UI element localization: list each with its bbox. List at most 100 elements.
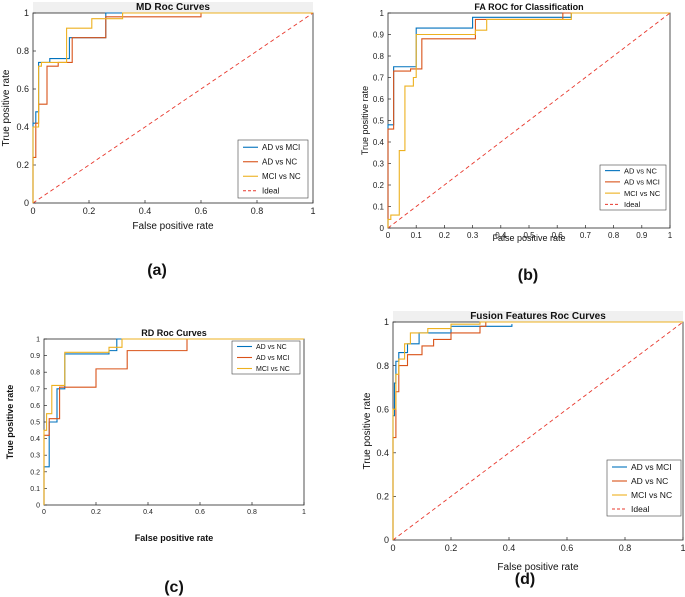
x-tick-label: 1 (680, 543, 685, 553)
title-band (393, 311, 683, 322)
y-tick-label: 1 (24, 8, 29, 18)
y-tick-label: 0.3 (30, 453, 40, 460)
x-tick-label: 0.2 (83, 206, 96, 216)
y-tick-label: 0.1 (30, 486, 40, 493)
y-tick-label: 0.3 (373, 159, 385, 168)
x-tick-label: 1 (310, 206, 315, 216)
x-tick-label: 0 (42, 509, 46, 516)
x-axis-label: False positive rate (132, 221, 214, 232)
y-tick-label: 0.8 (16, 46, 29, 56)
x-tick-label: 0.7 (580, 231, 592, 240)
series-line-ad-vs-nc (32, 12, 313, 203)
y-tick-label: 0.1 (373, 202, 385, 211)
series-line-mci-vs-nc (32, 12, 313, 203)
y-tick-label: 0 (36, 502, 40, 509)
y-tick-label: 0.2 (30, 469, 40, 476)
x-tick-label: 0.8 (251, 206, 264, 216)
y-tick-label: 0.4 (16, 122, 29, 132)
x-tick-label: 0.4 (495, 231, 507, 240)
y-tick-label: 0.2 (373, 181, 385, 190)
chart-title: Fusion Features Roc Curves (470, 311, 606, 322)
x-axis-label: False positive rate (492, 233, 565, 243)
x-tick-label: 0.6 (195, 509, 205, 516)
y-tick-label: 0.6 (30, 403, 40, 410)
x-tick-label: 0.9 (636, 231, 648, 240)
legend-label: MCI vs NC (256, 366, 290, 373)
legend-box (599, 164, 667, 211)
series-line-ad-vs-nc (43, 338, 304, 505)
y-tick-label: 0.4 (376, 448, 389, 458)
y-tick-label: 0.8 (30, 370, 40, 377)
x-tick-label: 1 (668, 231, 673, 240)
legend-label: AD vs MCI (256, 355, 290, 362)
x-tick-label: 0.3 (467, 231, 479, 240)
y-tick-label: 0.5 (30, 419, 40, 426)
y-axis-label: True positive rate (362, 392, 373, 469)
y-tick-label: 0.4 (373, 138, 385, 147)
y-tick-label: 1 (36, 336, 40, 343)
y-tick-label: 0 (24, 198, 29, 208)
series-line-mci-vs-nc (387, 12, 670, 228)
x-axis-label: False positive rate (497, 562, 579, 573)
y-tick-label: 0 (380, 224, 385, 233)
x-tick-label: 0 (386, 231, 391, 240)
y-tick-label: 0.4 (30, 436, 40, 443)
legend-box (237, 139, 309, 199)
panel-label-c: (c) (164, 579, 184, 596)
x-axis-label: False positive rate (135, 533, 214, 543)
panel-label-b: (b) (518, 267, 538, 284)
y-tick-label: 0.7 (373, 73, 385, 82)
y-axis-label: True positive rate (1, 69, 12, 146)
chart-title: RD Roc Curves (141, 328, 207, 338)
x-tick-label: 0.6 (561, 543, 574, 553)
series-line-mci-vs-nc (43, 338, 304, 505)
legend-label: AD vs NC (256, 344, 287, 351)
y-tick-label: 0.2 (16, 160, 29, 170)
series-line-mci-vs-nc (392, 321, 683, 540)
legend-label: AD vs NC (624, 166, 658, 175)
x-tick-label: 0.8 (247, 509, 257, 516)
chart-title: MD Roc Curves (136, 2, 210, 13)
y-tick-label: 0.6 (373, 95, 385, 104)
panel-label-d: (d) (515, 571, 535, 588)
y-tick-label: 1 (384, 317, 389, 327)
chart-panel-a: MD Roc Curves 0 0.2 0.4 0.6 0.8 1 0 0.2 0.4 0.6 0.8… (1, 2, 316, 232)
y-tick-label: 0.8 (376, 361, 389, 371)
legend-label: MCI vs NC (631, 490, 672, 500)
y-tick-label: 0.9 (30, 353, 40, 360)
series-line-ad-vs-mci (392, 324, 513, 540)
chart-title: FA ROC for Classification (474, 2, 583, 12)
legend-label: AD vs MCI (631, 462, 672, 472)
chart-panel-c: RD Roc Curves 0 0.2 0.4 0.6 0.8 1 0 0.1 0.2 0.3 0.4… (5, 328, 306, 543)
x-tick-label: 0.2 (439, 231, 451, 240)
x-tick-label: 0.8 (619, 543, 632, 553)
legend-label: AD vs NC (262, 158, 297, 167)
y-axis-label: True positive rate (5, 385, 15, 460)
y-axis-label: True positive rate (360, 86, 370, 155)
y-tick-label: 0.8 (373, 52, 385, 61)
series-line-ideal (387, 12, 671, 229)
series-line-ad-vs-mci (43, 338, 304, 505)
x-tick-label: 0.2 (445, 543, 458, 553)
y-tick-label: 0.9 (373, 30, 385, 39)
x-tick-label: 0.1 (411, 231, 423, 240)
legend-box (606, 459, 682, 517)
chart-panel-b: FA ROC for Classification 0 0.1 0.2 0.3 0.4 0.… (360, 2, 673, 243)
x-tick-label: 0.6 (552, 231, 564, 240)
legend-label: MCI vs NC (262, 172, 301, 181)
x-tick-label: 0.5 (523, 231, 535, 240)
title-band (33, 2, 313, 13)
panel-label-a: (a) (147, 262, 167, 279)
x-tick-label: 0.6 (195, 206, 208, 216)
x-tick-label: 0 (390, 543, 395, 553)
legend-label: MCI vs NC (624, 189, 661, 198)
series-line-ideal (32, 12, 314, 204)
legend-label: Ideal (631, 504, 650, 514)
y-tick-label: 0.6 (16, 84, 29, 94)
x-tick-label: 0.2 (91, 509, 101, 516)
x-tick-label: 0.4 (139, 206, 152, 216)
x-tick-label: 1 (302, 509, 306, 516)
y-tick-label: 0.2 (376, 492, 389, 502)
x-tick-label: 0.4 (503, 543, 516, 553)
